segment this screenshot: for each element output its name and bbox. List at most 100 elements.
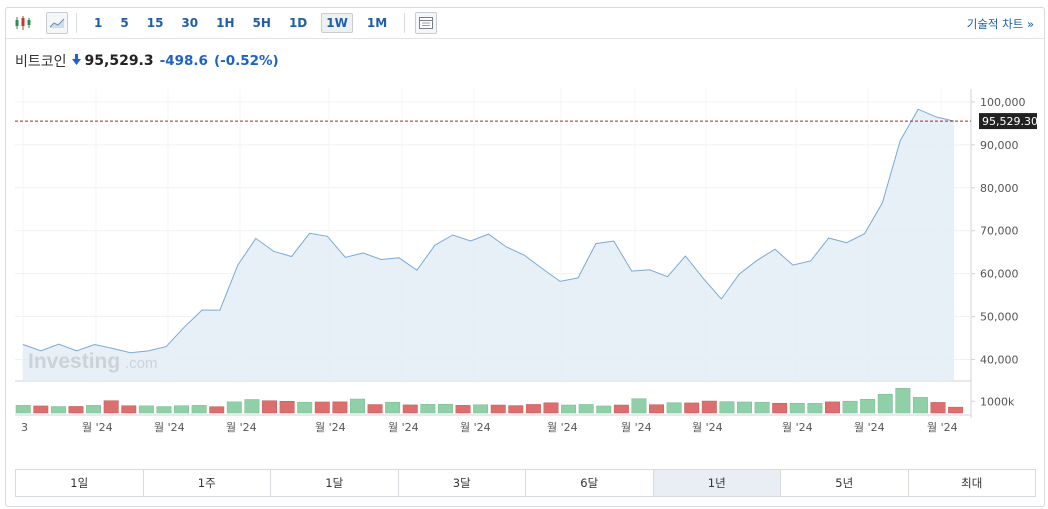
timeframe-30[interactable]: 30 [181,16,199,30]
volume-bar [15,405,31,414]
volume-bar [613,404,629,414]
volume-bar [226,401,242,414]
volume-bar [473,404,489,414]
x-tick-label: 월 '24 [315,421,346,434]
period-1w[interactable]: 1주 [144,470,271,496]
volume-bar [561,404,577,414]
volume-bars [15,388,964,414]
volume-bar [191,405,207,414]
y-tick-label: 100,000 [980,96,1026,109]
volume-bar [701,400,717,414]
volume-bar [138,405,154,414]
volume-bar [50,406,66,414]
period-5y[interactable]: 5년 [781,470,909,496]
area-chart-icon[interactable] [46,12,68,34]
volume-bar [543,402,559,414]
volume-bar [842,400,858,414]
technical-chart-link[interactable]: 기술적 차트 » [966,17,1034,31]
volume-bar [912,397,928,414]
volume-bar [754,401,770,414]
volume-bar [860,399,876,414]
last-price-label-bg [979,113,1037,130]
volume-bar [490,404,506,414]
period-1y[interactable]: 1년 [653,470,781,496]
toolbar-divider [404,13,406,33]
settings-panel-icon[interactable] [415,12,438,34]
x-tick-label: 월 '24 [226,421,257,434]
watermark-suffix: .com [125,355,158,372]
volume-bar [437,403,453,414]
x-tick-label: 3 [21,421,28,434]
volume-bar [385,401,401,414]
watermark-brand: Investing [28,350,120,373]
volume-bar [789,403,805,414]
timeframe-5[interactable]: 5 [120,16,129,30]
volume-bar [68,406,84,414]
timeframe-1d[interactable]: 1D [288,16,308,30]
period-1m[interactable]: 1달 [271,470,399,496]
toolbar-divider [76,13,77,33]
volume-bar [631,398,647,414]
y-tick-label: 50,000 [980,311,1019,324]
timeframe-1m[interactable]: 1M [366,16,388,30]
volume-bar [174,405,190,414]
volume-bar [297,401,313,414]
x-tick-label: 월 '24 [692,421,723,434]
volume-bar [719,401,735,414]
y-axis: 100,000 90,000 80,000 70,000 60,000 50,000 40,… [971,96,1026,408]
timeframe-15[interactable]: 15 [146,16,164,30]
x-tick-label: 월 '24 [782,421,813,434]
y-tick-label: 80,000 [980,182,1019,195]
volume-bar [402,404,418,414]
volume-bar [737,401,752,414]
y-tick-label: 90,000 [980,139,1019,152]
x-tick-label: 월 '24 [388,421,419,434]
candlestick-icon[interactable] [12,12,34,34]
volume-bar [314,401,330,414]
timeframe-5h[interactable]: 5H [252,16,271,30]
x-tick-label: 월 '24 [927,421,958,434]
period-1d[interactable]: 1일 [16,470,144,496]
x-tick-label: 월 '24 [154,421,185,434]
timeframe-1h[interactable]: 1H [216,16,235,30]
volume-bar [948,406,964,414]
volume-bar [825,401,840,414]
volume-bar [772,403,788,414]
x-tick-label: 월 '24 [547,421,578,434]
volume-bar [895,388,911,414]
volume-bar [525,404,541,414]
timeframe-1[interactable]: 1 [94,16,103,30]
period-3m[interactable]: 3달 [399,470,526,496]
volume-tick-label: 1000k [980,395,1015,408]
volume-bar [877,393,893,414]
volume-bar [121,405,137,414]
volume-bar [367,404,383,414]
volume-bar [455,405,471,414]
timeframe-list: 1 5 15 30 1H 5H 1D 1W 1M [85,13,396,33]
x-tick-label: 월 '24 [621,421,652,434]
price-chart[interactable]: 100,000 90,000 80,000 70,000 60,000 50,000 40,… [6,8,1046,458]
x-tick-label: 월 '24 [460,421,491,434]
period-6m[interactable]: 6달 [526,470,654,496]
quote-header: 비트코인 95,529.3 -498.6 (-0.52%) [15,51,279,71]
y-tick-label: 70,000 [980,225,1019,238]
volume-bar [332,401,348,414]
y-tick-label: 40,000 [980,354,1019,367]
price-area [23,109,954,381]
timeframe-1w[interactable]: 1W [321,13,353,33]
volume-bar [578,404,594,414]
period-max[interactable]: 최대 [961,476,983,490]
volume-bar [156,406,172,414]
volume-bar [262,400,277,414]
volume-bar [930,402,946,414]
price-change-percent: (-0.52%) [213,53,279,69]
volume-bar [86,405,102,414]
volume-bar [596,405,612,414]
instrument-name: 비트코인 [15,54,67,70]
x-tick-label: 월 '24 [854,421,885,434]
volume-bar [350,398,365,414]
chart-widget: 1 5 15 30 1H 5H 1D 1W 1M 기술적 차트 » 비트코인 9… [5,7,1045,507]
volume-bar [279,401,295,414]
volume-bar [103,400,119,414]
volume-bar [508,405,524,414]
